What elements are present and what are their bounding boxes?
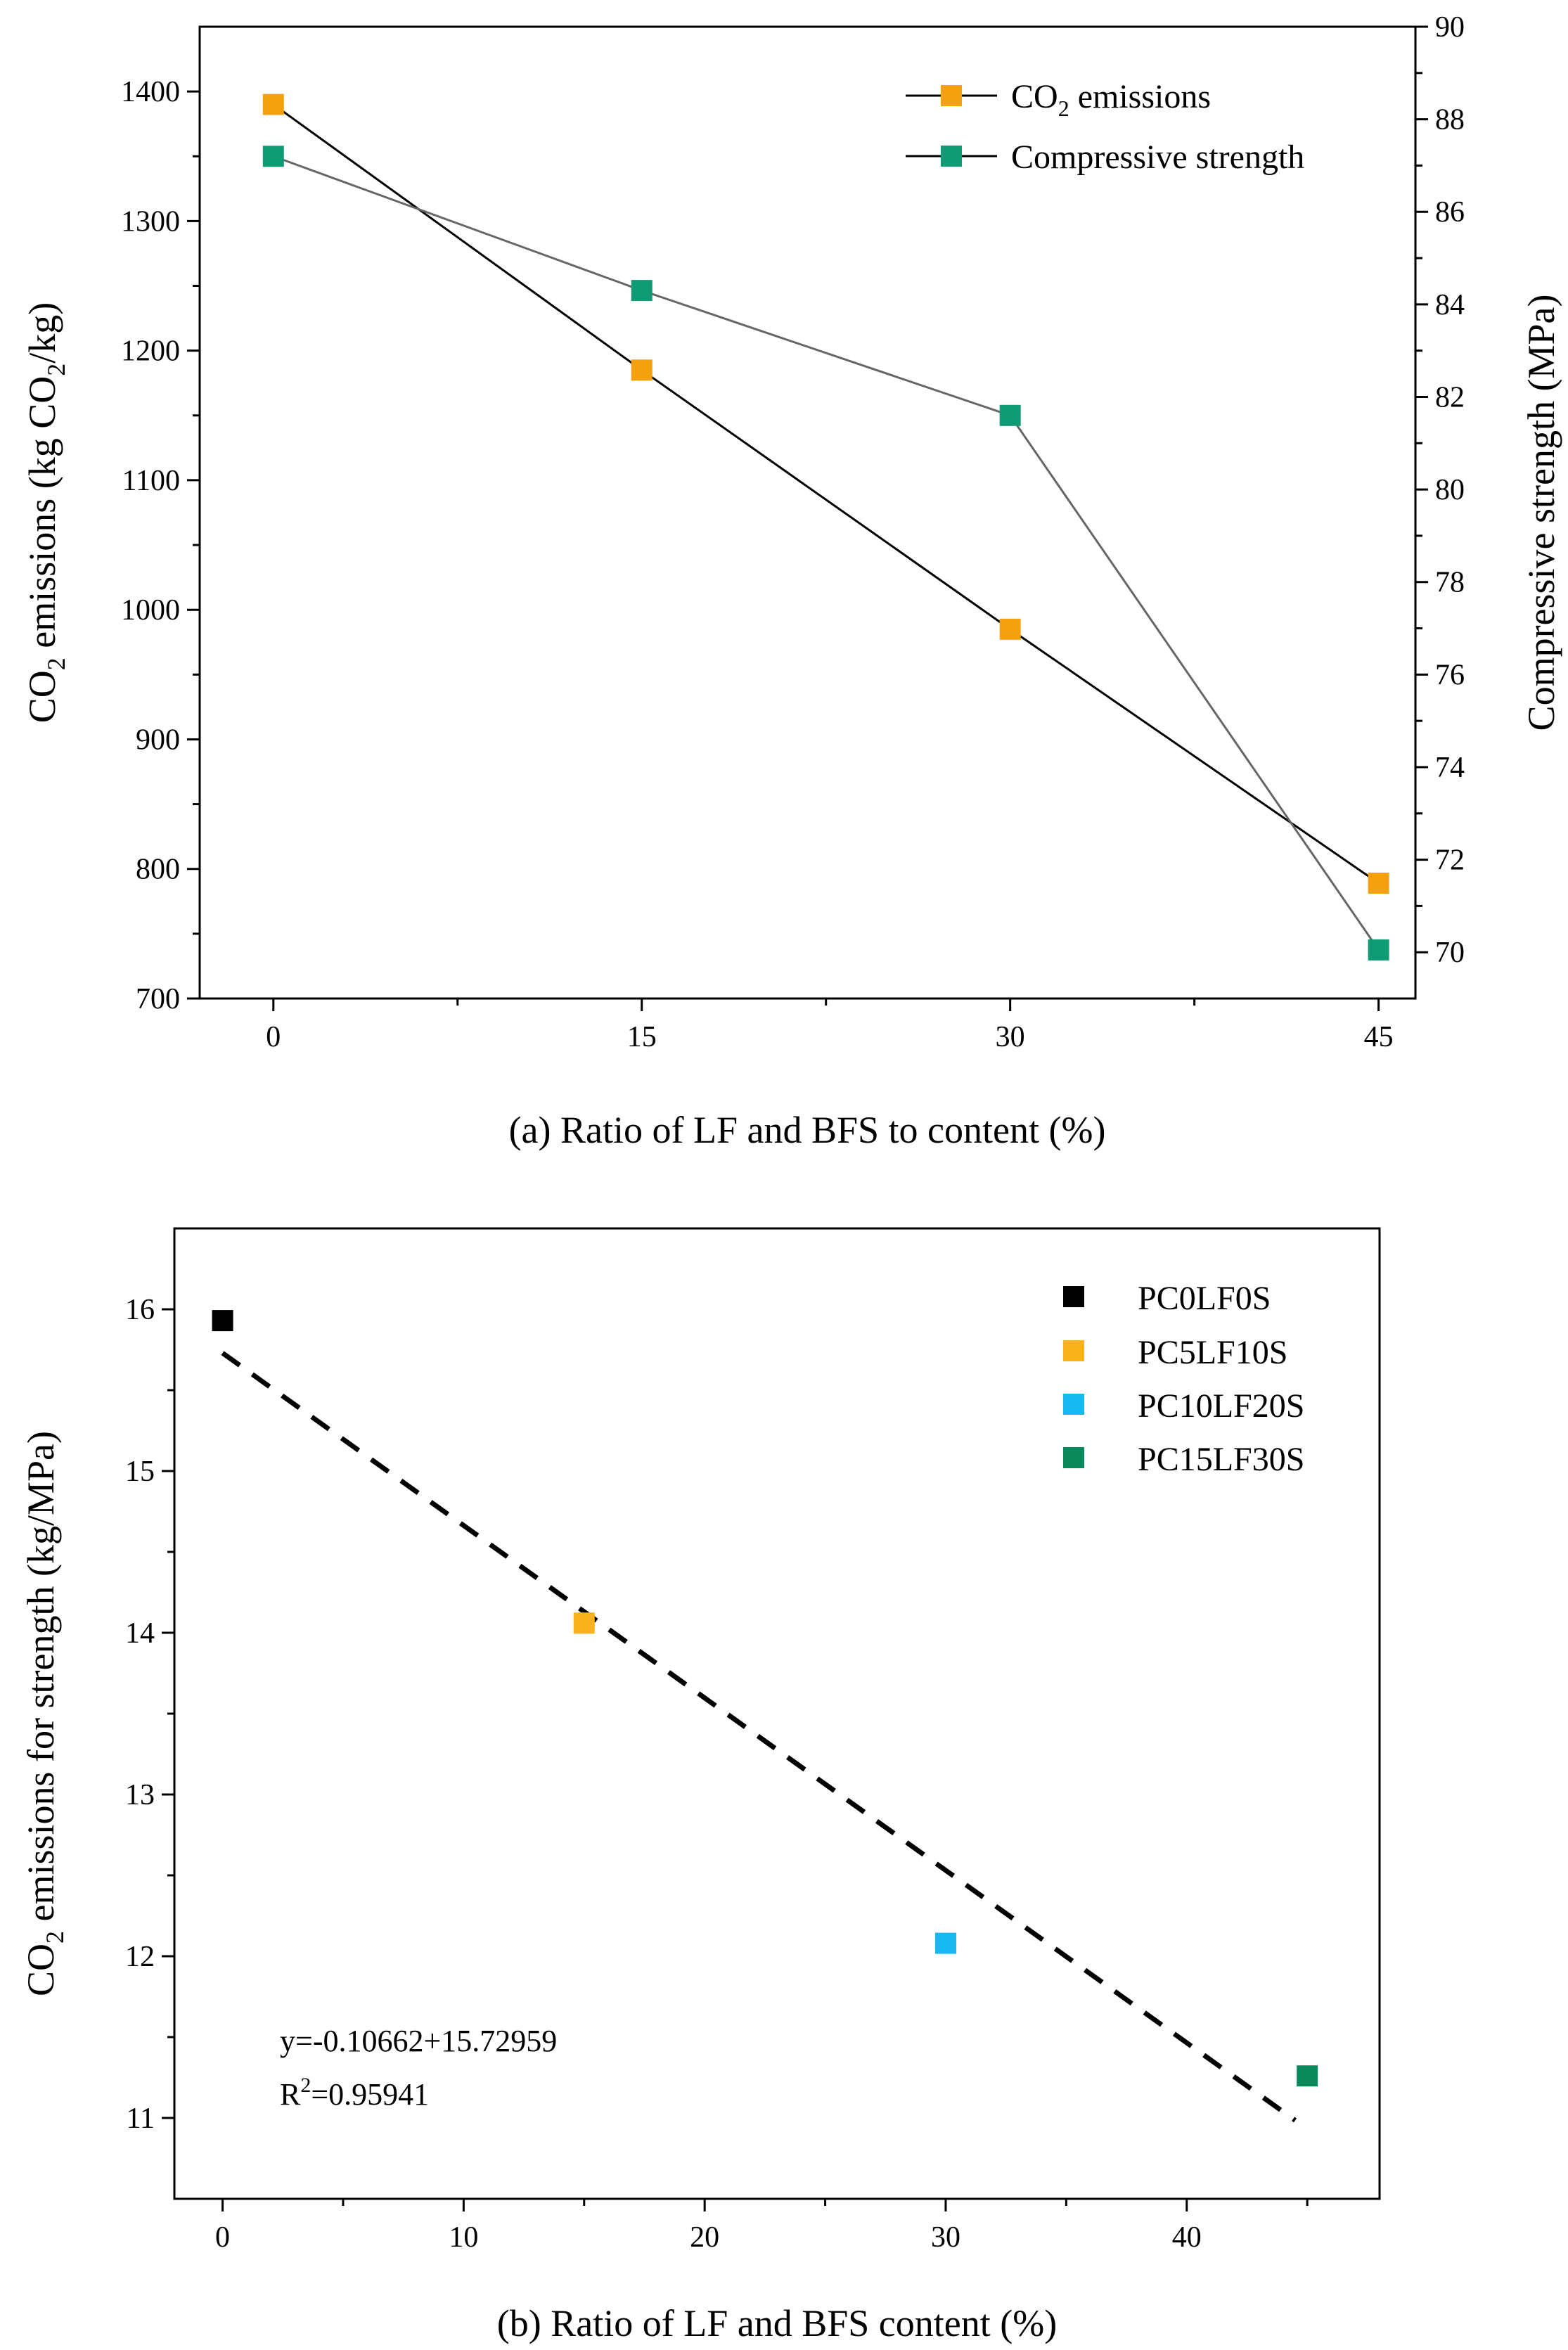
x-tick-label: 15	[627, 1021, 657, 1053]
panel-a-x-axis-label: (a) Ratio of LF and BFS to content (%)	[509, 1109, 1106, 1151]
y2-tick-label: 80	[1435, 474, 1465, 506]
y2-tick-label: 78	[1435, 567, 1465, 599]
compressive-strength-marker	[999, 404, 1021, 426]
legend-label-strength: Compressive strength	[1011, 139, 1304, 176]
panel-a-markers	[262, 94, 1389, 961]
y2-tick-label: 70	[1435, 937, 1465, 969]
y-tick-label: 1000	[121, 594, 180, 627]
panel-a-plot-frame	[198, 25, 1417, 1000]
y-tick-label: 1200	[121, 335, 180, 368]
panel-a-ticks: 0 15 30 45 700 800 900 1000 1100 1200 1300 1400 70 72…	[121, 11, 1465, 1053]
co2-emissions-marker	[1368, 873, 1389, 894]
y-tick-label: 800	[136, 854, 180, 886]
x-tick-label: 0	[215, 2221, 230, 2254]
point-pc10lf20s	[934, 1932, 956, 1954]
y-tick-label: 1100	[122, 465, 180, 497]
panel-a-series-lines	[272, 103, 1380, 951]
panel-a-chart: 0 15 30 45 700 800 900 1000 1100 1200 1300 1400 70 72…	[21, 11, 1562, 1151]
legend-swatch-pc10lf20s	[1063, 1394, 1084, 1415]
y-tick-label: 14	[125, 1617, 155, 1650]
x-tick-label: 30	[931, 2221, 960, 2254]
co2-emissions-line	[272, 103, 1380, 885]
compressive-strength-line	[273, 155, 1380, 951]
legend-swatch-co2	[941, 85, 962, 106]
compressive-strength-marker	[1368, 939, 1389, 961]
legend-label-pc5lf10s: PC5LF10S	[1138, 1334, 1287, 1371]
panel-b-chart: 0 10 20 30 40 11 12 13 14 15 16 PC0LF0S PC5LF10S P…	[20, 1227, 1381, 2344]
legend-swatch-strength	[941, 146, 962, 167]
y2-tick-label: 74	[1435, 752, 1465, 784]
x-tick-label: 10	[449, 2221, 478, 2254]
y2-tick-label: 76	[1435, 659, 1465, 691]
legend-label-co2: CO2 emissions	[1011, 78, 1211, 121]
panel-b-ticks: 0 10 20 30 40 11 12 13 14 15 16	[125, 1294, 1309, 2254]
y2-tick-label: 84	[1435, 289, 1465, 321]
compressive-strength-marker	[631, 280, 653, 302]
point-pc15lf30s	[1297, 2065, 1318, 2087]
co2-emissions-marker	[262, 94, 284, 115]
legend-swatch-pc0lf0s	[1063, 1286, 1084, 1307]
panel-b-legend: PC0LF0S PC5LF10S PC10LF20S PC15LF30S	[1063, 1280, 1304, 1478]
legend-label-pc15lf30s: PC15LF30S	[1138, 1441, 1304, 1478]
point-pc5lf10s	[573, 1612, 595, 1634]
y-tick-label: 11	[127, 2102, 155, 2135]
panel-b-markers	[212, 1310, 1318, 2087]
panel-a-legend: CO2 emissions Compressive strength	[906, 78, 1304, 176]
y-tick-label: 16	[125, 1294, 155, 1326]
y2-tick-label: 72	[1435, 845, 1465, 877]
co2-emissions-marker	[999, 618, 1021, 640]
panel-b-x-axis-label: (b) Ratio of LF and BFS content (%)	[497, 2302, 1057, 2344]
panel-a-y2-axis-label: Compressive strength (MPa)	[1520, 295, 1562, 731]
compressive-strength-marker	[262, 146, 284, 167]
x-tick-label: 40	[1172, 2221, 1202, 2254]
fit-equation: y=-0.10662+15.72959	[280, 2024, 557, 2058]
y-tick-label: 700	[136, 983, 180, 1015]
panel-a-y-axis-label: CO2 emissions (kg CO2/kg)	[21, 302, 70, 724]
legend-label-pc10lf20s: PC10LF20S	[1138, 1387, 1304, 1425]
linear-fit-dashed-line	[221, 1351, 1297, 2123]
y-tick-label: 15	[125, 1456, 155, 1488]
legend-swatch-pc5lf10s	[1063, 1340, 1084, 1361]
x-tick-label: 45	[1364, 1021, 1394, 1053]
fit-r-squared: R2=0.95941	[280, 2074, 429, 2112]
panel-b-y-axis-label: CO2 emissions for strength (kg/MPa)	[20, 1431, 69, 1996]
y-tick-label: 900	[136, 724, 180, 756]
y2-tick-label: 90	[1435, 11, 1465, 44]
x-tick-label: 0	[266, 1021, 281, 1053]
y2-tick-label: 86	[1435, 196, 1465, 229]
x-tick-label: 30	[996, 1021, 1025, 1053]
x-tick-label: 20	[690, 2221, 719, 2254]
y-tick-label: 1400	[121, 76, 180, 108]
co2-emissions-marker	[631, 359, 653, 381]
legend-swatch-pc15lf30s	[1063, 1447, 1084, 1468]
y-tick-label: 12	[125, 1941, 155, 1973]
point-pc0lf0s	[212, 1310, 233, 1332]
y2-tick-label: 82	[1435, 381, 1465, 413]
panel-b-fit-line	[221, 1351, 1297, 2123]
legend-label-pc0lf0s: PC0LF0S	[1138, 1280, 1271, 1317]
y-tick-label: 1300	[121, 205, 180, 238]
y-tick-label: 13	[125, 1779, 155, 1811]
y2-tick-label: 88	[1435, 104, 1465, 136]
